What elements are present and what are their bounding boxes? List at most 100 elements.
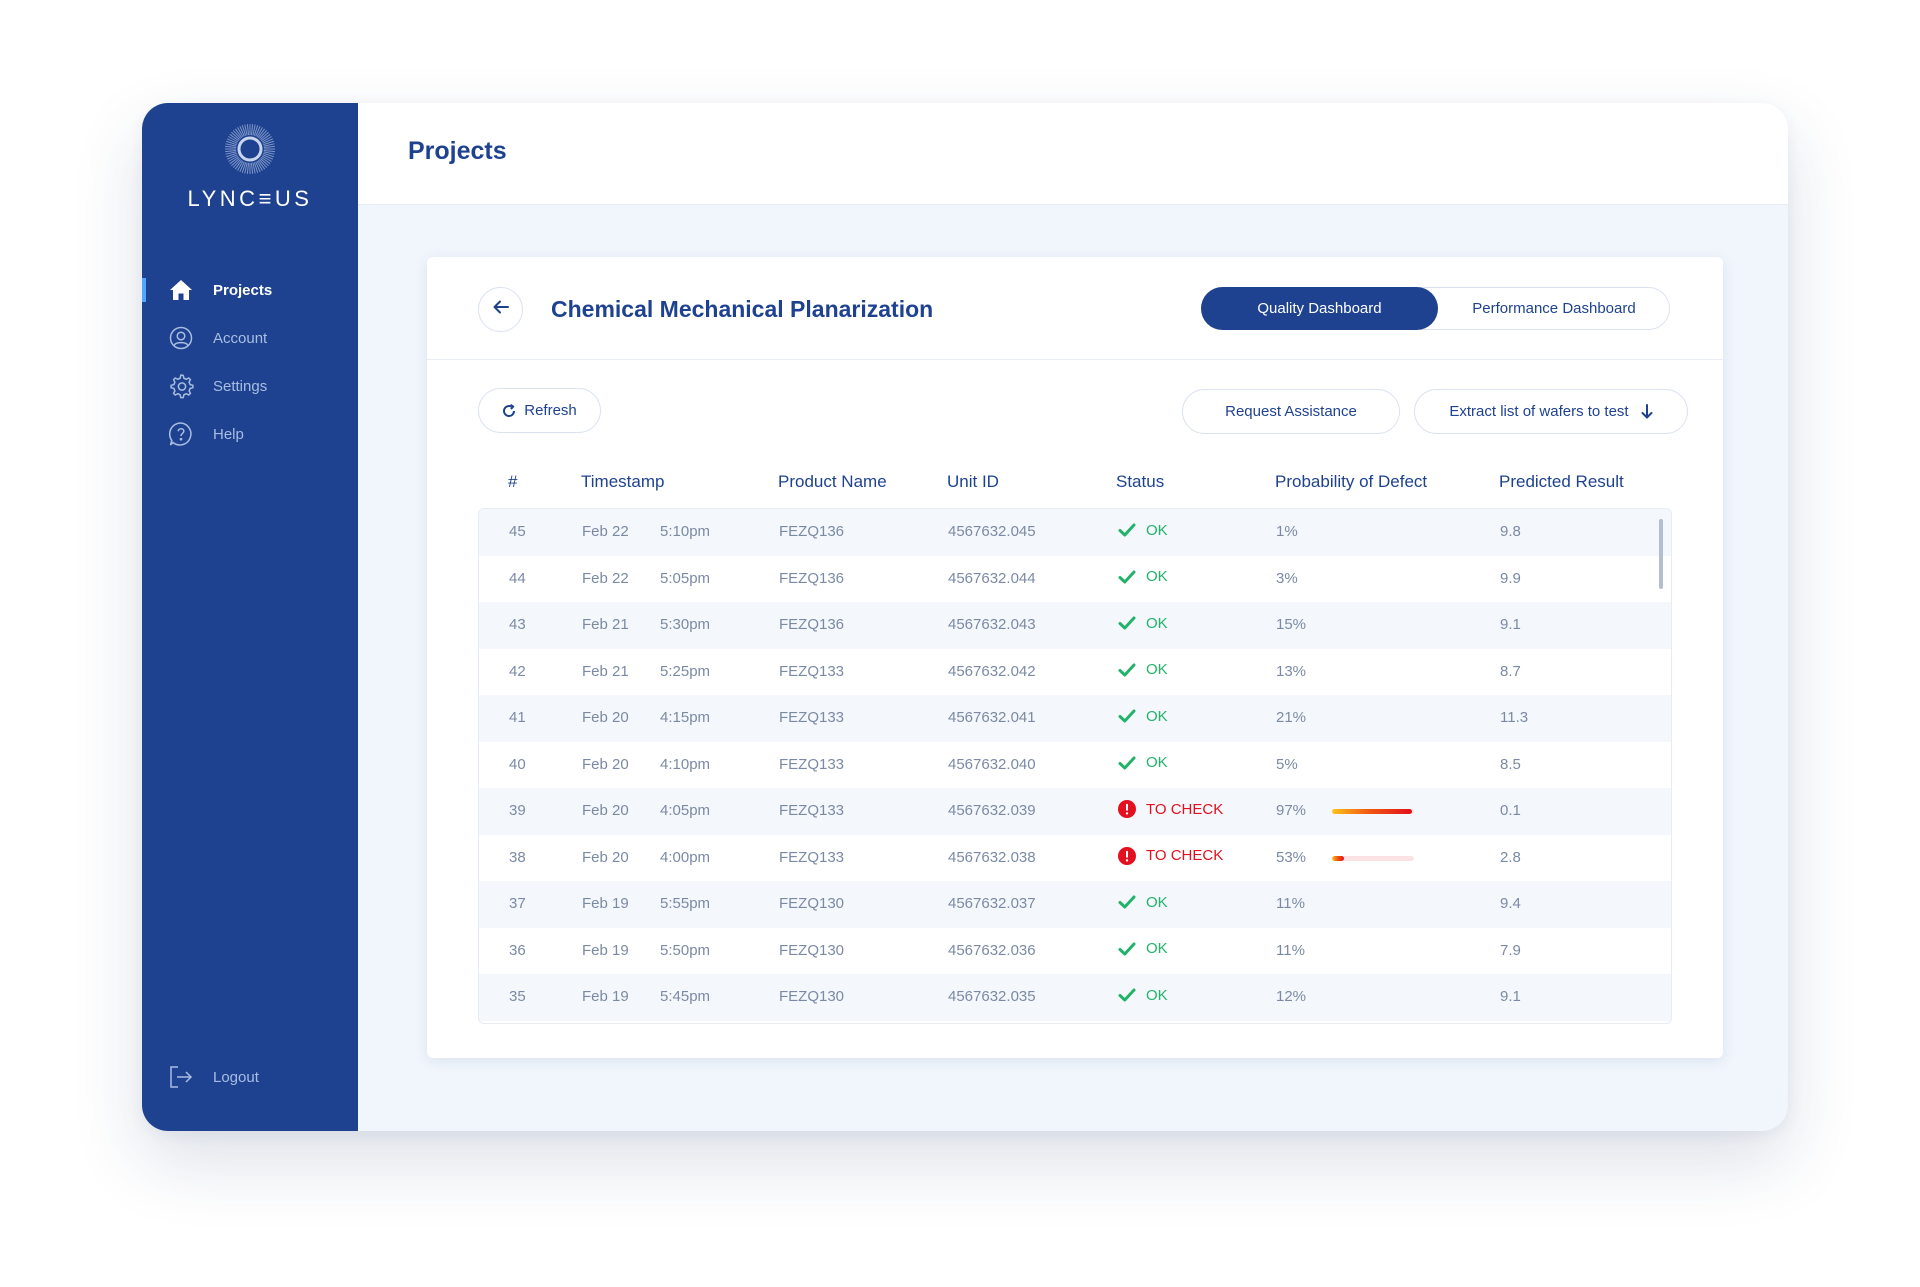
sidebar-nav: Projects Account Settings Help xyxy=(142,266,358,458)
table-scrollbar[interactable] xyxy=(1659,519,1663,589)
row-probability: 53% xyxy=(1276,848,1307,866)
row-status-label: TO CHECK xyxy=(1146,800,1224,818)
row-time: 5:25pm xyxy=(660,662,711,680)
table-row[interactable]: 45 Feb 22 5:10pm FEZQ136 4567632.045 OK 1% 9.8 xyxy=(479,509,1671,556)
row-predicted-result: 7.9 xyxy=(1500,941,1521,959)
row-time: 5:45pm xyxy=(660,988,711,1005)
row-date: Feb 19 xyxy=(582,941,629,959)
row-predicted-result: 0.1 xyxy=(1500,802,1521,819)
row-status-label: OK xyxy=(1146,614,1168,632)
row-status: OK xyxy=(1117,985,1168,1005)
table-row[interactable]: 39 Feb 20 4:05pm FEZQ133 4567632.039 TO CHECK… xyxy=(479,788,1671,835)
row-status-label: OK xyxy=(1146,940,1168,957)
row-number: 35 xyxy=(509,988,526,1005)
arrow-down-icon xyxy=(1641,404,1653,419)
row-product-name: FEZQ133 xyxy=(779,709,845,726)
column-header-status: Status xyxy=(1116,472,1165,491)
row-product-name: FEZQ133 xyxy=(779,662,845,680)
row-probability: 5% xyxy=(1276,755,1298,773)
row-time: 4:15pm xyxy=(660,709,711,726)
row-date: Feb 19 xyxy=(582,988,629,1005)
table-row[interactable]: 40 Feb 20 4:10pm FEZQ133 4567632.040 OK 5% 8.5 xyxy=(479,741,1671,788)
row-probability: 97% xyxy=(1276,802,1307,819)
column-header-number: # xyxy=(508,472,518,491)
results-table[interactable]: 45 Feb 22 5:10pm FEZQ136 4567632.045 OK 1% 9.8 4… xyxy=(478,508,1672,1024)
row-status: OK xyxy=(1117,660,1168,680)
defect-probability-bar xyxy=(1332,809,1414,814)
row-status-label: OK xyxy=(1146,521,1168,539)
row-predicted-result: 2.8 xyxy=(1500,848,1521,866)
row-number: 38 xyxy=(509,848,526,866)
table-row[interactable]: 44 Feb 22 5:05pm FEZQ136 4567632.044 OK 3% 9.9 xyxy=(479,555,1671,602)
row-product-name: FEZQ133 xyxy=(779,802,845,819)
row-predicted-result: 9.9 xyxy=(1500,569,1521,587)
sidebar-item-label: Account xyxy=(213,329,268,347)
sidebar-item-account[interactable]: Account xyxy=(142,314,358,362)
row-status: OK xyxy=(1117,939,1168,959)
sidebar-item-projects[interactable]: Projects xyxy=(142,266,358,314)
table-row[interactable]: 36 Feb 19 5:50pm FEZQ130 4567632.036 OK 11% 7.9 xyxy=(479,927,1671,974)
sidebar-item-help[interactable]: Help xyxy=(142,410,358,458)
table-row[interactable]: 35 Feb 19 5:45pm FEZQ130 4567632.035 OK 12% 9.1 xyxy=(479,974,1671,1021)
row-number: 39 xyxy=(509,802,526,819)
row-predicted-result: 9.8 xyxy=(1500,523,1521,540)
checkmark-icon xyxy=(1117,613,1137,633)
top-header: Projects xyxy=(358,103,1788,205)
table-row[interactable]: 37 Feb 19 5:55pm FEZQ130 4567632.037 OK 11% 9.4 xyxy=(479,881,1671,928)
brand-name: LYNC≡US xyxy=(187,186,313,211)
row-unit-id: 4567632.040 xyxy=(948,755,1036,773)
logout-button[interactable]: Logout xyxy=(142,1061,358,1093)
row-product-name: FEZQ136 xyxy=(779,616,845,633)
tab-quality-dashboard[interactable]: Quality Dashboard xyxy=(1201,287,1438,330)
row-number: 40 xyxy=(509,755,526,773)
row-status-label: OK xyxy=(1146,661,1168,678)
row-status: OK xyxy=(1117,567,1168,587)
row-number: 44 xyxy=(509,569,526,587)
row-time: 4:05pm xyxy=(660,802,711,819)
logout-icon xyxy=(168,1064,194,1090)
app-window: LYNC≡US Projects Account Settings xyxy=(142,103,1788,1131)
row-date: Feb 22 xyxy=(582,569,629,587)
row-number: 37 xyxy=(509,895,526,912)
defect-probability-bar-fill xyxy=(1332,809,1412,814)
help-icon xyxy=(168,421,194,447)
request-assistance-button[interactable]: Request Assistance xyxy=(1182,389,1400,434)
row-status: OK xyxy=(1117,520,1168,540)
row-time: 4:10pm xyxy=(660,755,711,773)
table-row[interactable]: 43 Feb 21 5:30pm FEZQ136 4567632.043 OK 15% 9.1 xyxy=(479,602,1671,649)
row-status-label: OK xyxy=(1146,893,1168,911)
row-time: 5:10pm xyxy=(660,523,711,540)
row-unit-id: 4567632.044 xyxy=(948,569,1036,587)
row-status-label: OK xyxy=(1146,754,1168,771)
row-date: Feb 19 xyxy=(582,895,629,912)
row-product-name: FEZQ136 xyxy=(779,523,845,540)
row-product-name: FEZQ130 xyxy=(779,988,845,1005)
table-row[interactable]: 41 Feb 20 4:15pm FEZQ133 4567632.041 OK 21% 11.… xyxy=(479,695,1671,742)
tab-performance-dashboard[interactable]: Performance Dashboard xyxy=(1472,300,1636,317)
row-status-label: OK xyxy=(1146,568,1168,585)
user-icon xyxy=(168,325,194,351)
refresh-icon xyxy=(503,403,516,417)
table-row[interactable]: 42 Feb 21 5:25pm FEZQ133 4567632.042 OK 13% 8.7 xyxy=(479,648,1671,695)
refresh-button[interactable]: Refresh xyxy=(478,388,601,433)
back-button[interactable] xyxy=(478,287,523,332)
logout-label: Logout xyxy=(213,1068,259,1086)
dashboard-switch: Quality Dashboard Performance Dashboard xyxy=(1201,287,1670,330)
project-title: Chemical Mechanical Planarization xyxy=(551,296,934,322)
table-row[interactable]: 38 Feb 20 4:00pm FEZQ133 4567632.038 TO CHECK… xyxy=(479,834,1671,881)
row-status: OK xyxy=(1117,753,1168,773)
row-predicted-result: 9.1 xyxy=(1500,616,1521,633)
row-status-label: OK xyxy=(1146,707,1168,725)
extract-wafers-button[interactable]: Extract list of wafers to test xyxy=(1414,389,1688,434)
row-probability: 21% xyxy=(1276,709,1307,726)
home-icon xyxy=(168,277,194,303)
sidebar-item-settings[interactable]: Settings xyxy=(142,362,358,410)
table-header: # Timestamp Product Name Unit ID Status … xyxy=(478,457,1672,507)
row-status-label: TO CHECK xyxy=(1146,847,1224,864)
defect-probability-bar xyxy=(1332,855,1414,861)
brand-logo: LYNC≡US xyxy=(142,123,358,212)
row-date: Feb 20 xyxy=(582,802,629,819)
checkmark-icon xyxy=(1117,985,1137,1005)
checkmark-icon xyxy=(1117,567,1137,587)
row-product-name: FEZQ136 xyxy=(779,569,845,587)
